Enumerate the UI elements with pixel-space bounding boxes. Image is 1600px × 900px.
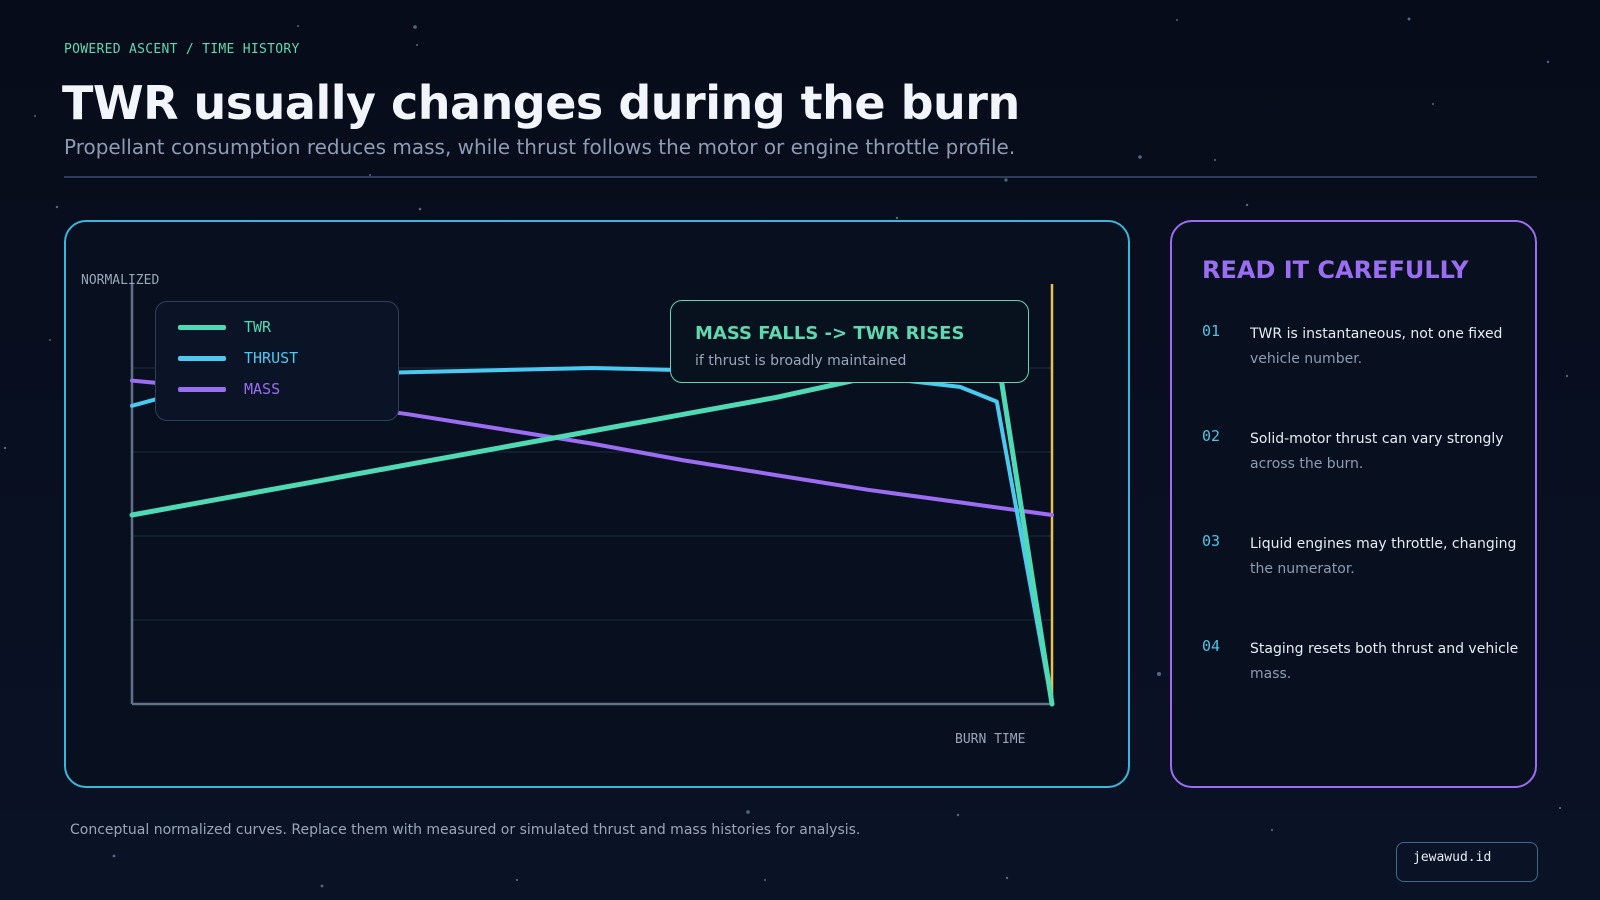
note-text: Liquid engines may throttle, changing th… (1250, 532, 1520, 582)
star (1214, 159, 1216, 161)
notes-panel: READ IT CAREFULLY 01 TWR is instantaneou… (1170, 220, 1537, 788)
legend-swatch-mass (178, 386, 226, 392)
star (297, 25, 299, 27)
star (1176, 19, 1178, 21)
y-axis-label: NORMALIZED (81, 273, 160, 288)
legend-item-mass: MASS (178, 379, 280, 399)
star (413, 25, 417, 29)
star (1004, 178, 1008, 182)
note-number: 04 (1202, 637, 1221, 655)
star (1407, 17, 1411, 21)
star (112, 854, 116, 858)
star (49, 339, 51, 341)
star (1565, 374, 1569, 378)
header-divider (64, 176, 1537, 178)
legend-item-twr: TWR (178, 317, 271, 337)
star (418, 207, 422, 211)
star (3, 446, 7, 450)
notes-panel-title: READ IT CAREFULLY (1202, 256, 1469, 284)
note-text: Staging resets both thrust and vehicle m… (1250, 637, 1520, 687)
star (895, 216, 899, 220)
note-line-primary: Liquid engines may throttle, changing (1250, 536, 1517, 552)
legend-item-thrust: THRUST (178, 348, 298, 368)
star (956, 813, 960, 817)
star (1558, 806, 1562, 810)
annotation-subtitle: if thrust is broadly maintained (695, 353, 907, 369)
star (746, 810, 750, 814)
legend-swatch-thrust (178, 355, 226, 361)
legend-label-mass: MASS (244, 380, 281, 398)
star (1270, 828, 1274, 832)
page-title: TWR usually changes during the burn (62, 76, 1020, 130)
legend-swatch-twr (178, 324, 226, 330)
chart-annotation: MASS FALLS -> TWR RISES if thrust is bro… (670, 300, 1029, 383)
star (1432, 103, 1434, 105)
brand-badge[interactable]: jewawud.id (1396, 842, 1538, 882)
note-number: 02 (1202, 427, 1221, 445)
note-line-secondary: the numerator. (1250, 561, 1355, 577)
chart-legend: TWR THRUST MASS (155, 301, 399, 421)
page-subtitle: Propellant consumption reduces mass, whi… (64, 135, 1016, 159)
legend-label-twr: TWR (244, 318, 272, 336)
note-text: TWR is instantaneous, not one fixed vehi… (1250, 322, 1520, 372)
note-line-secondary: mass. (1250, 666, 1292, 682)
section-kicker: POWERED ASCENT / TIME HISTORY (64, 42, 300, 57)
note-line-primary: TWR is instantaneous, not one fixed (1250, 326, 1503, 342)
star (34, 115, 36, 117)
x-axis-label: BURN TIME (955, 732, 1026, 747)
star (1138, 155, 1142, 159)
annotation-title: MASS FALLS -> TWR RISES (695, 323, 965, 344)
star (55, 205, 59, 209)
note-line-primary: Solid-motor thrust can vary strongly (1250, 431, 1504, 447)
legend-label-thrust: THRUST (244, 349, 299, 367)
note-number: 03 (1202, 532, 1221, 550)
note-text: Solid-motor thrust can vary strongly acr… (1250, 427, 1520, 477)
footnote: Conceptual normalized curves. Replace th… (70, 822, 861, 838)
note-line-secondary: vehicle number. (1250, 351, 1363, 367)
star (1005, 876, 1009, 880)
star (1245, 203, 1249, 207)
star (320, 884, 324, 888)
star (416, 44, 418, 46)
star (1157, 672, 1161, 676)
star (764, 879, 766, 881)
star (1546, 60, 1550, 64)
note-line-primary: Staging resets both thrust and vehicle (1250, 641, 1519, 657)
star (515, 878, 519, 882)
note-line-secondary: across the burn. (1250, 456, 1364, 472)
note-number: 01 (1202, 322, 1221, 340)
